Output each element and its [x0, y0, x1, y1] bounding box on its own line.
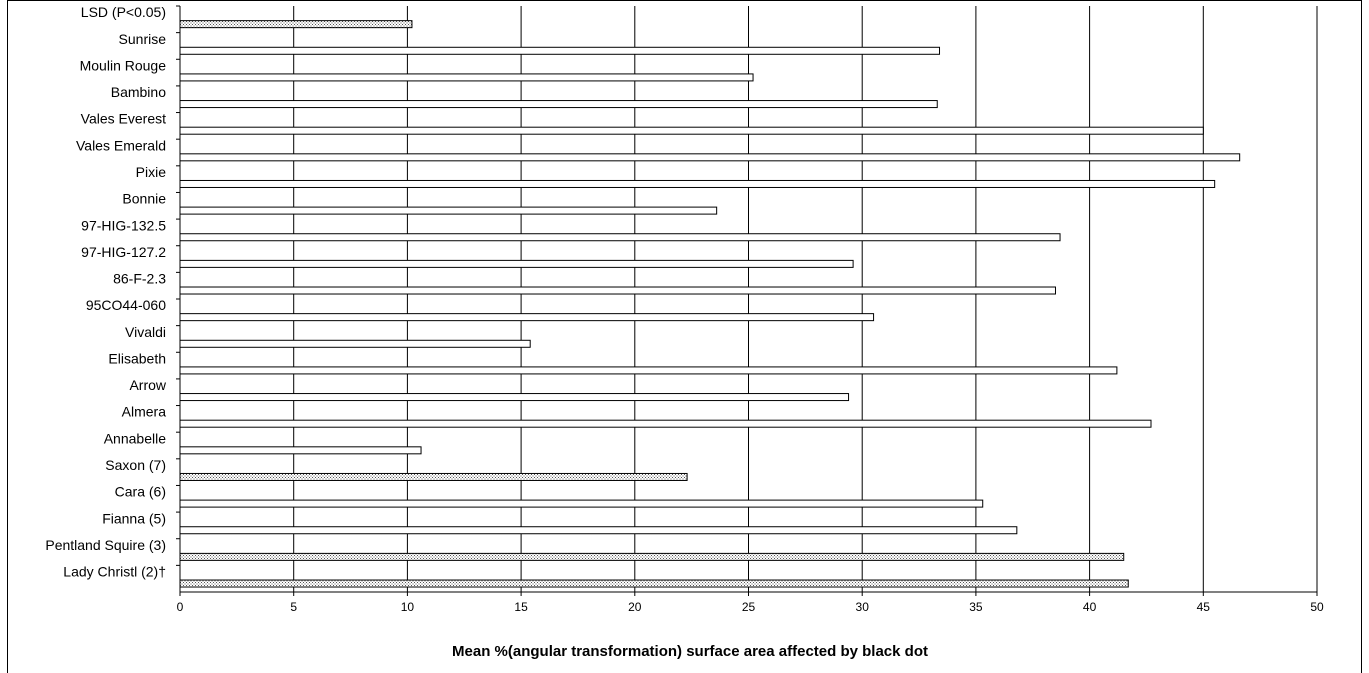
category-label: LSD (P<0.05) — [81, 4, 166, 20]
category-label: Bonnie — [122, 191, 166, 207]
bar — [179, 552, 1125, 561]
category-labels: LSD (P<0.05) Sunrise Moulin Rouge Bambino Va… — [45, 4, 167, 579]
bar — [179, 286, 1056, 295]
x-tick-label: 0 — [177, 600, 184, 614]
bar — [179, 393, 850, 402]
category-label: Annabelle — [104, 430, 166, 446]
category-label: Sunrise — [119, 31, 167, 47]
bar — [179, 233, 1061, 242]
bar — [179, 499, 984, 508]
x-tick-labels: 0 5 10 15 20 25 30 35 40 45 50 — [177, 600, 1324, 614]
bar — [179, 579, 1129, 588]
category-label: 97-HIG-132.5 — [81, 217, 166, 233]
category-label: Almera — [122, 404, 167, 420]
category-label: Bambino — [111, 84, 166, 100]
bar — [179, 366, 1118, 375]
category-label: Vales Everest — [81, 111, 166, 127]
category-label: Pixie — [136, 164, 167, 180]
x-tick-label: 45 — [1197, 600, 1211, 614]
category-label: Pentland Squire (3) — [45, 537, 166, 553]
x-tick-label: 15 — [514, 600, 528, 614]
x-tick-label: 30 — [856, 600, 870, 614]
bar — [179, 339, 531, 348]
bar — [179, 259, 854, 268]
bar — [179, 526, 1018, 535]
x-tick-label: 10 — [401, 600, 415, 614]
category-label: Moulin Rouge — [80, 57, 167, 73]
bar — [179, 313, 875, 322]
category-label: Fianna (5) — [102, 510, 166, 526]
bars — [179, 20, 1241, 588]
category-label: 95CO44-060 — [86, 297, 166, 313]
category-label: 86-F-2.3 — [113, 271, 166, 287]
x-tick-label: 5 — [290, 600, 297, 614]
category-label: Cara (6) — [115, 484, 166, 500]
x-tick-label: 50 — [1310, 600, 1324, 614]
category-label: Vales Emerald — [76, 137, 166, 153]
bar — [179, 206, 718, 215]
category-label: 97-HIG-127.2 — [81, 244, 166, 260]
x-axis-label: Mean %(angular transformation) surface a… — [452, 643, 928, 660]
bar — [179, 126, 1204, 135]
bar — [179, 472, 688, 481]
category-label: Elisabeth — [108, 350, 166, 366]
x-tick-label: 40 — [1083, 600, 1097, 614]
category-label: Lady Christl (2)† — [63, 564, 166, 580]
category-label: Vivaldi — [125, 324, 166, 340]
bar — [179, 46, 941, 55]
x-tick-label: 25 — [742, 600, 756, 614]
bar — [179, 153, 1241, 162]
category-label: Arrow — [129, 377, 166, 393]
x-tick-label: 20 — [628, 600, 642, 614]
chart-frame — [7, 0, 1362, 673]
bar — [179, 100, 938, 109]
bar — [179, 446, 422, 455]
bar — [179, 73, 754, 82]
bar — [179, 179, 1216, 188]
x-tick-label: 35 — [969, 600, 983, 614]
bar — [179, 419, 1152, 428]
category-label: Saxon (7) — [105, 457, 166, 473]
bar — [179, 20, 413, 29]
